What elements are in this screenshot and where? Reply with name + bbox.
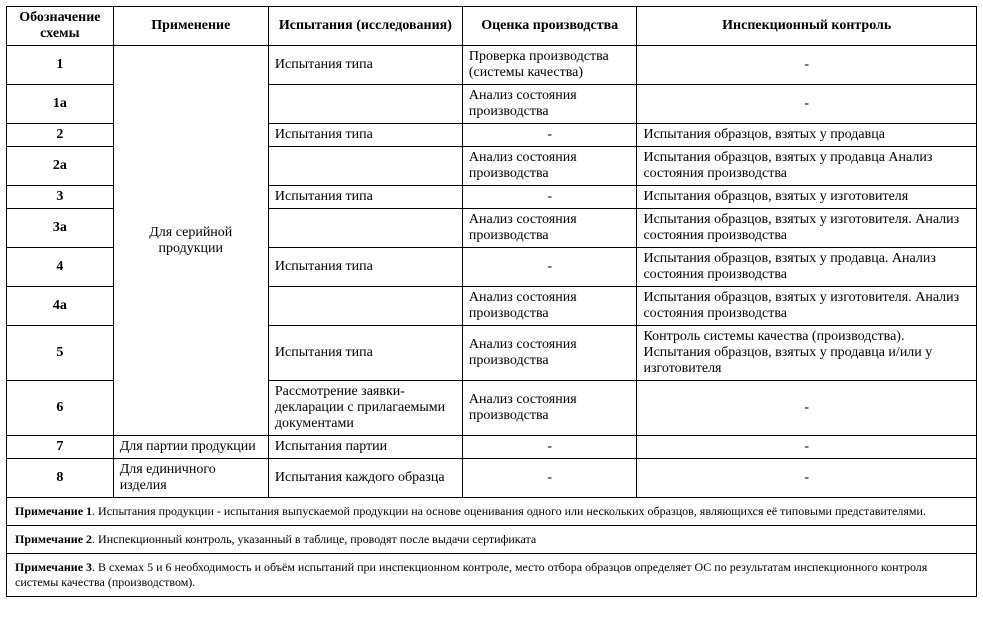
cell-tests: Испытания типа: [268, 248, 462, 287]
header-scheme: Обозначение схемы: [7, 7, 114, 46]
note-1-text: . Испытания продукции - испытания выпуск…: [92, 504, 926, 518]
table-row: 7 Для партии продукции Испытания партии …: [7, 436, 977, 459]
cell-inspection: Контроль системы качества (производства)…: [637, 326, 977, 381]
cell-inspection: Испытания образцов, взятых у продавца Ан…: [637, 147, 977, 186]
header-tests: Испытания (исследования): [268, 7, 462, 46]
cell-tests: [268, 209, 462, 248]
cell-evaluation: Анализ состояния производства: [462, 209, 637, 248]
cell-inspection: Испытания образцов, взятых у продавца. А…: [637, 248, 977, 287]
cell-inspection: Испытания образцов, взятых у изготовител…: [637, 186, 977, 209]
cell-application-batch: Для партии продукции: [113, 436, 268, 459]
cell-evaluation: -: [462, 186, 637, 209]
note-3-label: Примечание 3: [15, 560, 92, 574]
cell-application-serial: Для серийной продукции: [113, 46, 268, 436]
cell-inspection: Испытания образцов, взятых у продавца: [637, 124, 977, 147]
cell-tests: [268, 147, 462, 186]
cell-evaluation: Анализ состояния производства: [462, 381, 637, 436]
cell-inspection: -: [637, 381, 977, 436]
header-inspection: Инспекционный контроль: [637, 7, 977, 46]
cell-scheme: 6: [7, 381, 114, 436]
cell-application-single: Для единичного изделия: [113, 459, 268, 498]
cell-inspection: -: [637, 436, 977, 459]
note-2-text: . Инспекционный контроль, указанный в та…: [92, 532, 536, 546]
cell-scheme: 1а: [7, 85, 114, 124]
cell-evaluation: Анализ состояния производства: [462, 287, 637, 326]
note-row-2: Примечание 2. Инспекционный контроль, ук…: [7, 526, 977, 554]
cell-inspection: Испытания образцов, взятых у изготовител…: [637, 209, 977, 248]
cell-scheme: 3а: [7, 209, 114, 248]
cell-tests: [268, 85, 462, 124]
cell-scheme: 4а: [7, 287, 114, 326]
note-row-3: Примечание 3. В схемах 5 и 6 необходимос…: [7, 554, 977, 597]
note-2-label: Примечание 2: [15, 532, 92, 546]
cell-scheme: 1: [7, 46, 114, 85]
cell-tests: Испытания типа: [268, 326, 462, 381]
cell-scheme: 3: [7, 186, 114, 209]
table-header-row: Обозначение схемы Применение Испытания (…: [7, 7, 977, 46]
note-row-1: Примечание 1. Испытания продукции - испы…: [7, 498, 977, 526]
header-application: Применение: [113, 7, 268, 46]
cell-evaluation: Анализ состояния производства: [462, 326, 637, 381]
cell-tests: Рассмотрение заявки-декларации с прилага…: [268, 381, 462, 436]
cell-evaluation: Анализ состояния производства: [462, 85, 637, 124]
cell-evaluation: Проверка производства (системы качества): [462, 46, 637, 85]
cell-evaluation: Анализ состояния производства: [462, 147, 637, 186]
cell-inspection: Испытания образцов, взятых у изготовител…: [637, 287, 977, 326]
cell-scheme: 5: [7, 326, 114, 381]
certification-schemes-table: Обозначение схемы Применение Испытания (…: [6, 6, 977, 597]
cell-tests: Испытания типа: [268, 186, 462, 209]
cell-evaluation: -: [462, 436, 637, 459]
cell-scheme: 2: [7, 124, 114, 147]
cell-tests: Испытания типа: [268, 46, 462, 85]
cell-inspection: -: [637, 85, 977, 124]
header-evaluation: Оценка производства: [462, 7, 637, 46]
cell-scheme: 7: [7, 436, 114, 459]
cell-scheme: 4: [7, 248, 114, 287]
cell-inspection: -: [637, 459, 977, 498]
cell-tests: Испытания партии: [268, 436, 462, 459]
cell-tests: [268, 287, 462, 326]
cell-tests: Испытания каждого образца: [268, 459, 462, 498]
cell-evaluation: -: [462, 124, 637, 147]
note-1-label: Примечание 1: [15, 504, 92, 518]
cell-evaluation: -: [462, 459, 637, 498]
cell-scheme: 2а: [7, 147, 114, 186]
cell-tests: Испытания типа: [268, 124, 462, 147]
table-row: 8 Для единичного изделия Испытания каждо…: [7, 459, 977, 498]
cell-evaluation: -: [462, 248, 637, 287]
note-3-text: . В схемах 5 и 6 необходимость и объём и…: [15, 560, 927, 589]
table-row: 1 Для серийной продукции Испытания типа …: [7, 46, 977, 85]
cell-inspection: -: [637, 46, 977, 85]
cell-scheme: 8: [7, 459, 114, 498]
